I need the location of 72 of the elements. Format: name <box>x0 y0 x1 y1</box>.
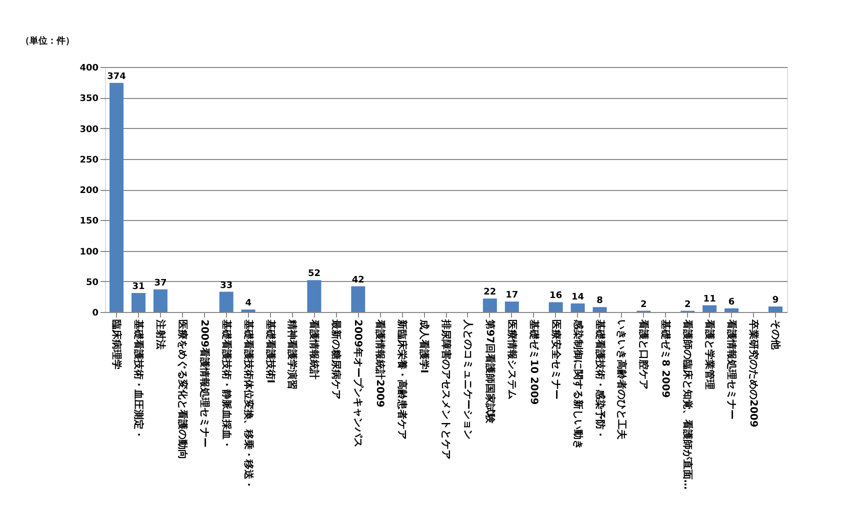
data-label: 4 <box>245 298 252 309</box>
bar <box>219 292 234 312</box>
x-tick-label: 成人看護学I <box>418 318 430 374</box>
data-label: 9 <box>772 295 779 306</box>
x-tick-label: 2009看護情報処理セミナー <box>198 320 210 448</box>
x-tick-label: 最新の糖尿病ケア <box>330 318 342 400</box>
y-axis-title: （単位：件） <box>20 36 74 46</box>
x-tick-label: 看護と学業管理 <box>704 318 716 390</box>
data-label: 2 <box>684 300 691 310</box>
x-tick-label: 臨床病理学 <box>110 320 123 370</box>
bar <box>702 305 717 312</box>
x-tick-label: 基礎看護技術・血圧測定・ <box>132 318 144 440</box>
bar <box>570 303 585 312</box>
x-tick-label: 人とのコミュニケーション <box>462 318 474 440</box>
data-label: 33 <box>220 280 233 291</box>
x-tick-label: 精神看護学演習 <box>286 318 298 390</box>
data-label: 31 <box>132 282 145 292</box>
x-tick-label: 看護師の臨床と知覚、看護師が直面… <box>682 318 694 490</box>
data-label: 14 <box>572 292 584 302</box>
x-tick-label: 排尿障害のアセスメントとケア <box>440 318 452 460</box>
x-tick-label: 2009年オープンキャンパス <box>352 320 364 448</box>
data-label: 6 <box>728 297 735 308</box>
x-tick-label: 基礎看護技術I <box>264 318 276 384</box>
data-label: 11 <box>703 294 716 304</box>
x-tick-label: 看護情報統計2009 <box>374 318 386 408</box>
bar <box>131 293 146 312</box>
data-label: 2 <box>640 300 647 310</box>
bar <box>351 286 366 312</box>
y-tick-label: 300 <box>80 124 98 135</box>
y-tick-label: 50 <box>86 278 98 288</box>
x-tick-label: 医療安全セミナー <box>550 320 562 400</box>
bar <box>504 302 519 312</box>
data-label: 17 <box>506 290 518 301</box>
x-tick-label: 基礎看護技術・静脈血採血・ <box>220 318 232 450</box>
x-tick-label: 看護と口腔ケア <box>638 318 650 390</box>
x-tick-label: 医療をめぐる変化と看護の動向 <box>176 320 188 460</box>
bar <box>548 302 563 312</box>
data-label: 16 <box>550 291 562 302</box>
x-tick-label: 看護情報統計 <box>308 318 320 380</box>
x-tick-label: いきいき高齢者のひと工夫 <box>616 320 628 440</box>
x-tick-label: 感染制御に関する新しい動き <box>572 318 584 450</box>
x-tick-label: 医療情報システム <box>506 320 518 400</box>
x-tick-label: 基礎看護技術体位変換、移乗・移送・ <box>242 318 254 490</box>
data-label: 52 <box>308 269 320 280</box>
x-tick-label: 基礎看護技術・感染予防・ <box>594 318 606 440</box>
x-tick-label: 卒業研究のための2009 <box>748 318 760 428</box>
bar <box>724 308 739 312</box>
bar <box>592 307 607 312</box>
y-tick-label: 400 <box>80 64 98 74</box>
y-tick-label: 150 <box>80 216 98 227</box>
data-label: 374 <box>107 72 126 82</box>
x-tick-label: 新臨床栄養・高齢患者ケア <box>396 318 408 440</box>
y-tick-label: 100 <box>80 247 98 258</box>
x-tick-label: 注射法 <box>154 318 166 350</box>
y-tick-label: 350 <box>80 94 98 104</box>
y-tick-label: 250 <box>80 155 98 166</box>
data-label: 22 <box>484 288 496 298</box>
x-tick-label: 看護情報処理セミナー <box>726 318 738 420</box>
bar <box>307 280 322 312</box>
y-tick-label: 200 <box>80 186 98 196</box>
data-label: 8 <box>596 296 603 306</box>
bar <box>482 298 497 312</box>
x-tick-label: 第97回看護師国家試験 <box>484 318 496 424</box>
x-tick-label: 基礎ゼミ8 2009 <box>660 318 672 398</box>
bar <box>768 306 782 312</box>
y-tick-label: 0 <box>92 308 98 318</box>
bar <box>153 289 168 312</box>
data-label: 37 <box>154 278 167 288</box>
x-tick-label: その他 <box>769 320 782 350</box>
x-tick-label: 基礎ゼミ10 2009 <box>528 318 540 405</box>
bar <box>110 82 124 312</box>
data-label: 42 <box>352 275 364 286</box>
